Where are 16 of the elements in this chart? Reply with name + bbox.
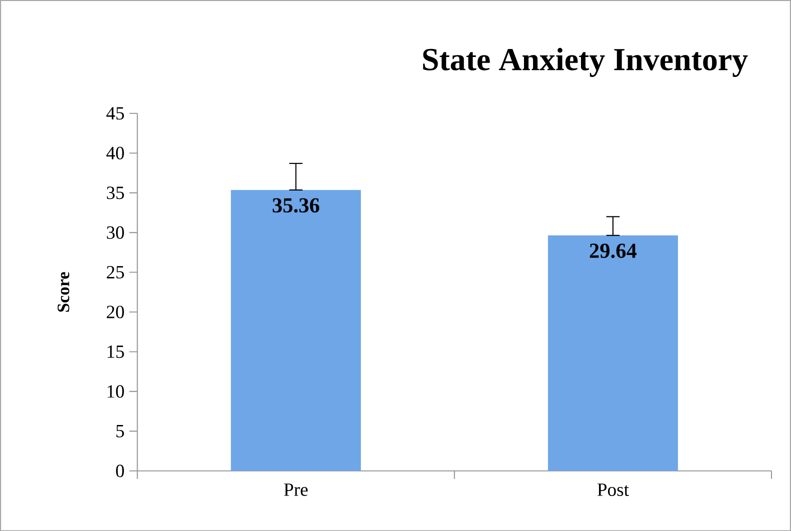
y-tick-label: 5 [116, 424, 124, 438]
y-tick-label: 45 [106, 106, 124, 120]
y-tick-label: 30 [106, 226, 124, 239]
y-tick-label: 25 [106, 266, 124, 278]
y-tick-label: 10 [108, 384, 124, 398]
x-tick-label: Post [597, 483, 629, 496]
chart-title: State Anxiety Inventory [423, 48, 748, 77]
y-tick-label: 0 [116, 464, 124, 478]
y-tick-label: 20 [106, 306, 124, 318]
y-tick-label: 15 [108, 345, 124, 358]
y-tick-label: 40 [106, 146, 124, 160]
x-tick-label: Pre [284, 483, 308, 496]
data-label: 29.64 [590, 244, 637, 258]
y-tick-label: 35 [106, 186, 124, 199]
y-axis-title: Score [58, 272, 70, 312]
data-label: 35.36 [272, 198, 320, 212]
